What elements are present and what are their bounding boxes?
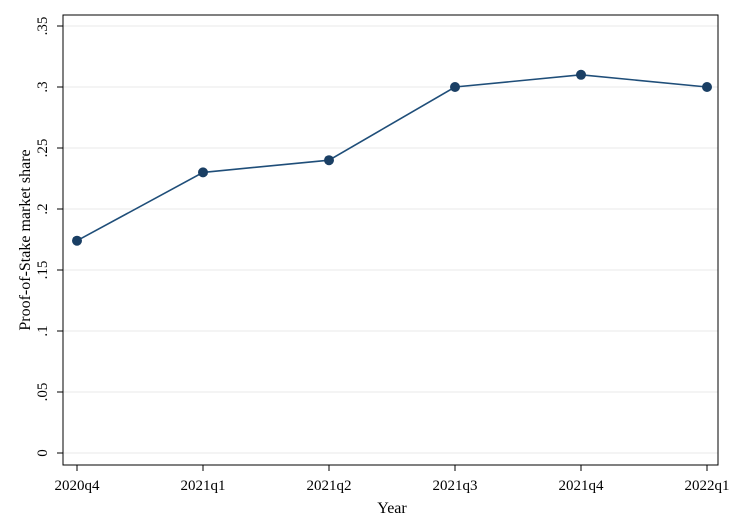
- y-tick-label: 0: [35, 449, 51, 457]
- data-point: [72, 235, 82, 246]
- series-line: [76, 73, 708, 242]
- x-tick-label: 2021q4: [559, 478, 605, 494]
- x-tick-label: 2022q1: [685, 478, 730, 494]
- data-point: [450, 82, 460, 92]
- data-point: [198, 167, 208, 178]
- x-tick-label: 2021q3: [433, 478, 478, 494]
- data-point: [324, 155, 334, 166]
- axis-ticks: 0 .05 .1 .15 .2 .25 .3 .35 2020q4 2021q1 2021q2 202…: [35, 17, 730, 494]
- x-tick-label: 2021q1: [181, 478, 226, 494]
- x-tick-label: 2020q4: [55, 478, 101, 494]
- y-tick-label: .3: [35, 81, 51, 92]
- y-tick-label: .35: [35, 17, 51, 36]
- series: [72, 69, 712, 246]
- data-point: [702, 82, 712, 92]
- x-axis-title: Year: [377, 500, 407, 517]
- y-tick-label: .25: [35, 139, 51, 158]
- y-tick-label: .2: [35, 203, 51, 214]
- gridlines: [63, 25, 718, 454]
- plot-frame: [62, 14, 719, 466]
- y-tick-label: .15: [35, 261, 51, 280]
- x-tick-label: 2021q2: [307, 478, 352, 494]
- y-axis-title: Proof-of-Stake market share: [17, 149, 34, 330]
- y-tick-label: .05: [35, 383, 51, 402]
- y-tick-label: .1: [35, 325, 51, 336]
- data-point: [576, 69, 586, 80]
